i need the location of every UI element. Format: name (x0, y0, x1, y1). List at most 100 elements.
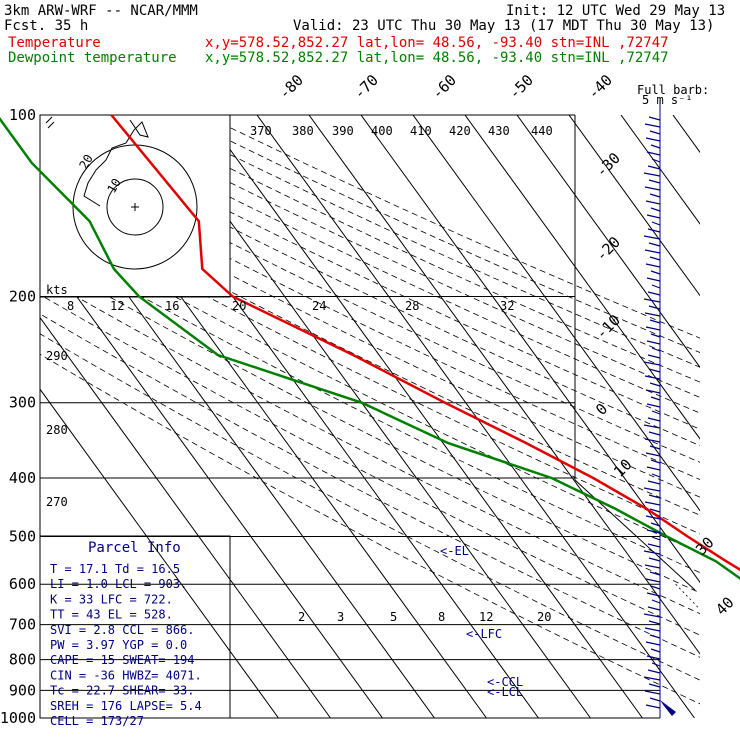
wind-barb (645, 578, 661, 583)
lcl-marker: <-LCL (487, 685, 523, 699)
wind-barb (648, 305, 661, 310)
isotherm-label: -40 (584, 71, 616, 103)
hodograph-ring-label: 20 (76, 152, 95, 172)
wind-barb (643, 424, 661, 429)
pressure-tick-label: 700 (9, 616, 36, 634)
isotherm (360, 115, 700, 584)
wind-barb (651, 599, 661, 604)
wind-barb (647, 669, 661, 674)
wind-barb (651, 347, 661, 352)
isotherm (464, 115, 700, 440)
mixing-ratio-label: 2 (298, 610, 305, 624)
parcel-info-row: SVI = 2.8 CCL = 866. (50, 623, 195, 637)
wind-barb (649, 382, 661, 387)
theta-label: 370 (250, 124, 272, 138)
pressure-tick-label: 500 (9, 527, 36, 545)
wind-barb (645, 515, 661, 520)
temperature-trace (110, 114, 740, 572)
dry-adiabat (40, 257, 700, 594)
pressure-tick-label: 900 (9, 681, 36, 699)
dry-adiabat (40, 222, 700, 554)
wind-barb (649, 697, 661, 702)
wind-barb (646, 214, 661, 219)
theta-label: 400 (371, 124, 393, 138)
pressure-tick-label: 1000 (0, 709, 36, 727)
wind-barb (645, 641, 661, 646)
init-time: Init: 12 UTC Wed 29 May 13 (506, 3, 725, 19)
wind-barb (647, 417, 661, 422)
barb-legend-title: Full barb: (637, 83, 709, 97)
wind-barb (648, 242, 661, 247)
hodograph-corner-mark (45, 116, 55, 129)
wind-barb (648, 431, 661, 436)
isotherm (40, 316, 331, 718)
wind-barb (650, 270, 661, 275)
mixing-ratio-label: 5 (390, 610, 397, 624)
wind-barb (645, 200, 661, 205)
forecast-hour: Fcst. 35 h (4, 18, 88, 34)
theta-label: 380 (292, 124, 314, 138)
wind-barb (644, 123, 661, 128)
isotherm-label: 30 (692, 533, 718, 559)
wind-barb (644, 501, 661, 506)
pressure-tick-label: 200 (9, 288, 36, 306)
isotherm (40, 245, 383, 718)
wind-barb (650, 585, 661, 590)
wind-barb (643, 172, 661, 177)
isotherm (412, 115, 700, 512)
parcel-info-row: Tc = 22.7 SHEAR= 33. (50, 684, 195, 698)
wind-barb (649, 193, 661, 198)
theta-label: 440 (531, 124, 553, 138)
wind-barb (651, 536, 661, 541)
wind-barb (645, 452, 661, 457)
dry-adiabat (40, 294, 700, 636)
dry-adiabat (122, 115, 700, 383)
wind-barbs (643, 100, 676, 718)
mixing-ratio-label: 20 (537, 610, 551, 624)
legend-temperature-loc: x,y=578.52,852.27 lat,lon= 48.56, -93.40… (205, 35, 669, 51)
wind-barb (650, 144, 661, 149)
hodograph-center (131, 203, 139, 211)
isotherm (204, 115, 643, 718)
wind-barb (650, 522, 661, 527)
parcel-info-row: CELL = 173/27 (50, 714, 144, 728)
wind-barb (647, 165, 661, 170)
wind-barb (646, 277, 661, 282)
isotherm-label: -20 (592, 233, 624, 265)
wind-barb (643, 676, 661, 681)
wind-barb (651, 158, 661, 163)
mixing-ratio-label: 8 (438, 610, 445, 624)
pressure-tick-label: 100 (9, 106, 36, 124)
wind-barb (650, 459, 661, 464)
parcel-info-row: LI = 1.0 LCL = 903. (50, 577, 187, 591)
wind-barb (651, 284, 661, 289)
dry-adiabat (40, 173, 700, 498)
wind-barb (644, 312, 661, 317)
wind-barb (644, 249, 661, 254)
wind-barb (649, 571, 661, 576)
pressure-tick-label: 800 (9, 651, 36, 669)
wind-barb (643, 487, 661, 492)
wind-barb (649, 319, 661, 324)
wind-barb (648, 620, 661, 625)
mixing-ratio-label: 12 (479, 610, 493, 624)
wind-barb (647, 543, 661, 548)
barb-legend-value: 5 m s⁻¹ (642, 93, 693, 107)
wind-barb (645, 389, 661, 394)
isotherm (308, 115, 700, 655)
parcel-info-row: K = 33 LFC = 722. (50, 592, 173, 606)
wind-barb (647, 354, 661, 359)
speed-label: 12 (110, 299, 124, 313)
parcel-info-row: CAPE = 15 SWEAT= 194 (50, 653, 195, 667)
wind-barb (645, 704, 661, 709)
dry-adiabat (40, 333, 700, 681)
wind-barb (643, 613, 661, 618)
isobars: 100 200 300 400 500 600 700 800 900 1000 (0, 106, 696, 727)
isotherm (620, 115, 700, 225)
wind-barb (650, 396, 661, 401)
wind-barb (647, 606, 661, 611)
parcel-info-row: CIN = -36 HWBZ= 4071. (50, 668, 202, 682)
wind-barb (649, 130, 661, 135)
hodograph-ring (106, 178, 164, 236)
wind-barb (651, 410, 661, 415)
